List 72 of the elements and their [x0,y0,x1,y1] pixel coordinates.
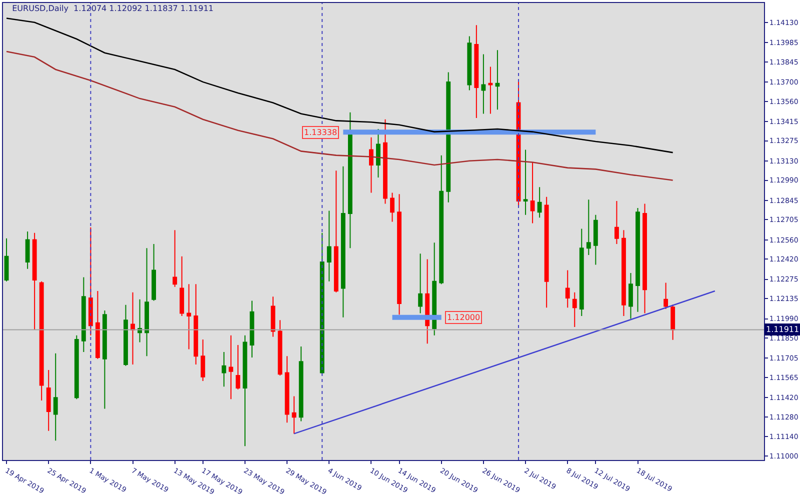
candlestick [194,284,198,365]
candlestick [340,166,346,318]
candlestick [138,298,142,343]
candlestick [670,304,676,340]
candlestick [642,203,647,314]
candlestick [369,136,374,194]
candlestick [425,258,430,344]
candlestick [74,334,79,400]
candlestick [432,242,437,336]
candlestick [537,186,542,218]
candlestick [25,231,30,270]
candlestick [474,24,479,118]
line-series [6,18,674,154]
candlestick [172,230,178,288]
candlestick [523,149,528,216]
candlestick [270,296,276,338]
candlestick [586,199,591,256]
candlestick [278,320,282,376]
annotation: 1.12000 [447,313,480,322]
candlestick [418,253,423,314]
candlestick [565,270,570,308]
annotation: 1.13338 [304,128,338,137]
candlestick [130,292,135,365]
candlestick [222,351,226,388]
candlestick [376,128,380,178]
candlestick [95,290,100,360]
candlestick [88,226,93,336]
candlestick [39,280,44,401]
ref-line-label: 1.11911 [766,325,800,334]
line-series [6,50,674,181]
candlestick [397,194,402,316]
candlestick [298,346,304,422]
candlestick [495,50,500,110]
candlestick [292,396,296,434]
candlestick [383,118,388,204]
candlestick [81,276,86,352]
candlestick [250,300,254,358]
candlestick [614,200,619,244]
candlestick [636,207,640,312]
candlestick [446,72,451,203]
candlestick [180,256,184,316]
candlestick [467,36,472,91]
candlestick [242,334,248,447]
candlestick [32,232,37,330]
candlestick [236,344,240,390]
candlestick [481,54,486,114]
candlestick [544,196,549,308]
candlestick [572,292,577,328]
candlestick [200,339,206,382]
candlestick [579,228,584,316]
candlestick [664,282,668,310]
candlestick [326,210,332,282]
candlestick [152,243,156,302]
candlestick [46,369,51,432]
candlestick [439,154,444,285]
candlestick [284,356,290,424]
candlestick [124,304,128,366]
candlestick [144,248,149,357]
candlestick [228,334,234,400]
candlestick [530,162,535,224]
candlestick [4,238,9,282]
candlestick [622,230,626,316]
candlestick [348,112,352,249]
chart-title: EURUSD,Daily 1.12074 1.12092 1.11837 1.11911 [12,4,214,13]
candlestick [488,66,493,114]
candlestick [186,284,192,350]
candlestick [390,192,394,222]
candlestick [102,310,107,410]
candlestick [628,272,633,320]
candlestick [593,214,598,266]
candlestick [53,352,58,442]
candlestick [334,170,338,293]
